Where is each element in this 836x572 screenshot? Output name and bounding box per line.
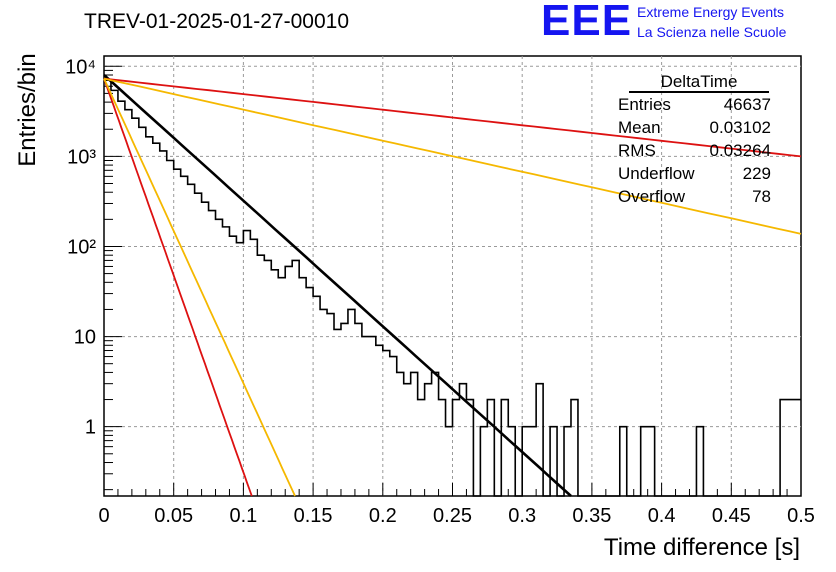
y-axis-label: Entries/bin (14, 53, 41, 167)
stats-label: Entries (618, 95, 671, 114)
stats-row: RMS 0.03264 (611, 139, 777, 162)
stats-value: 46637 (723, 95, 771, 114)
stats-label: Underflow (618, 164, 695, 183)
x-tick-label: 0.2 (369, 505, 397, 527)
x-tick-label: 0 (98, 505, 109, 527)
x-axis-label: Time difference [s] (603, 534, 800, 561)
axes: 0 0.05 0.1 0.15 0.2 0.25 0.3 0.35 0.4 0.45 0.5 1 10 1… (65, 56, 815, 527)
eee-logo: EEE (541, 0, 633, 45)
stats-row: Underflow 229 (611, 162, 777, 185)
stats-row: Overflow 78 (611, 185, 777, 208)
fit-line (103, 78, 253, 497)
x-tick-label: 0.3 (508, 505, 536, 527)
histogram-outline (104, 79, 801, 497)
stats-label: Overflow (618, 187, 686, 206)
y-tick-label: 10⁴ (65, 56, 96, 78)
stats-value: 0.03102 (709, 118, 771, 137)
x-tick-label: 0.15 (294, 505, 333, 527)
stats-header: DeltaTime (629, 72, 769, 93)
x-tick-label: 0.25 (433, 505, 472, 527)
x-tick-label: 0.45 (712, 505, 751, 527)
x-tick-label: 0.1 (229, 505, 257, 527)
fit-line (103, 77, 802, 235)
fit-line (103, 77, 802, 158)
logo-line-2: La Scienza nelle Scuole (637, 24, 787, 40)
x-tick-label: 0.4 (648, 505, 676, 527)
y-tick-label: 10³ (67, 146, 96, 168)
fit-line (103, 78, 296, 497)
x-tick-label: 0.5 (787, 505, 815, 527)
y-tick-label: 10² (67, 236, 96, 258)
chart-title: TREV-01-2025-01-27-00010 (84, 10, 350, 33)
stats-label: Mean (618, 118, 661, 137)
stats-row: Entries 46637 (611, 93, 777, 116)
logo-line-1: Extreme Energy Events (637, 4, 785, 20)
fit-line (103, 74, 572, 497)
stats-value: 229 (742, 164, 771, 183)
stats-value: 0.03264 (709, 141, 771, 160)
x-tick-label: 0.35 (572, 505, 611, 527)
stats-value: 78 (752, 187, 771, 206)
stats-label: RMS (618, 141, 656, 160)
y-tick-label: 1 (85, 417, 96, 439)
stats-box: DeltaTime Entries 46637 Mean 0.03102 RMS 0.… (611, 72, 777, 208)
x-tick-label: 0.05 (154, 505, 193, 527)
plot-marks (103, 74, 802, 497)
stats-row: Mean 0.03102 (611, 116, 777, 139)
y-tick-label: 10 (74, 327, 96, 349)
